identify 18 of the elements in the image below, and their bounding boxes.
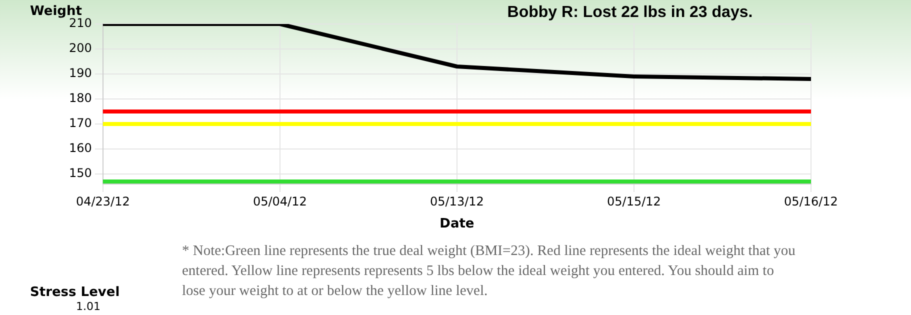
y-tick-label: 210: [69, 16, 92, 30]
x-tick-label: 04/23/12: [76, 194, 130, 208]
text: Stress Level: [30, 285, 120, 300]
y-tick-label: 150: [69, 166, 92, 180]
text: 1.01: [76, 300, 100, 313]
x-tick-label: 05/15/12: [607, 194, 661, 208]
y-tick-label: 170: [69, 116, 92, 130]
y-axis-title: Weight: [30, 4, 82, 19]
y-tick-label: 180: [69, 91, 92, 106]
y-tick-label: 190: [69, 66, 92, 80]
x-tick-label: 05/13/12: [430, 194, 484, 208]
chart-title: Bobby R: Lost 22 lbs in 23 days.: [506, 4, 754, 22]
y-tick-label: 200: [69, 41, 92, 56]
x-tick-label: 05/04/12: [252, 194, 307, 208]
x-axis-title: Date: [440, 216, 474, 232]
x-tick-label: 05/16/12: [784, 194, 838, 208]
text: * Note:Green line represents the true deal weight (BMI=23). Red line represents the ideal weight that you entered. Yellow line represents represents 5 lbs below the ideal weight you entered. You should aim to lose your weight to at or below the yellow line level.: [182, 242, 796, 301]
y-tick-label: 160: [69, 141, 92, 156]
